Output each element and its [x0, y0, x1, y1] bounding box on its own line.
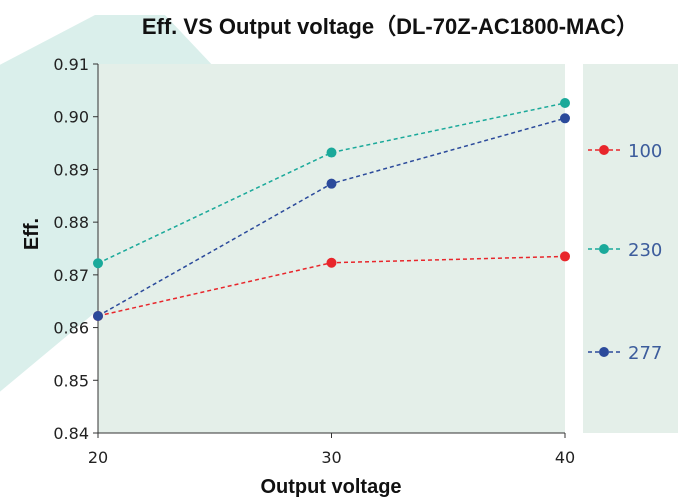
y-tick-label: 0.89	[53, 160, 89, 179]
x-tick-label: 30	[321, 448, 341, 467]
y-tick-label: 0.91	[53, 55, 89, 74]
data-point	[560, 251, 570, 262]
legend-item-100: 100	[588, 141, 662, 162]
x-tick-label: 40	[555, 448, 575, 467]
y-tick-label: 0.90	[53, 108, 89, 127]
chart-title: Eff. VS Output voltage（DL-70Z-AC1800-MAC…	[142, 14, 638, 39]
y-tick-label: 0.87	[53, 266, 89, 285]
series-line-230	[97, 102, 566, 264]
x-tick-label: 20	[88, 448, 108, 467]
legend-swatch-marker	[599, 347, 609, 357]
legend: 100 230 277	[588, 141, 662, 364]
series-277	[93, 113, 570, 321]
y-axis-ticks: 0.84 0.85 0.86 0.87 0.88 0.89 0.90 0.91	[53, 55, 98, 443]
data-point	[560, 98, 570, 109]
data-point	[326, 147, 337, 158]
legend-swatch-marker	[599, 145, 609, 155]
x-axis-ticks: 20 30 40	[88, 433, 575, 467]
y-tick-label: 0.88	[53, 213, 89, 232]
y-tick-label: 0.84	[53, 424, 89, 443]
data-point	[560, 113, 570, 124]
y-tick-label: 0.85	[53, 371, 89, 390]
data-point	[326, 257, 337, 268]
x-axis-title: Output voltage	[260, 476, 401, 498]
y-tick-label: 0.86	[53, 319, 89, 338]
legend-label: 100	[628, 141, 662, 162]
series-230	[93, 98, 570, 269]
legend-swatch-marker	[599, 244, 609, 254]
legend-label: 277	[628, 343, 662, 364]
legend-item-277: 277	[588, 343, 662, 364]
series-layer	[93, 98, 570, 321]
legend-label: 230	[628, 240, 662, 261]
data-point	[93, 258, 103, 269]
data-point	[326, 178, 337, 189]
data-point	[93, 310, 103, 321]
y-axis-title: Eff.	[21, 218, 43, 250]
plot-area	[98, 64, 565, 433]
legend-item-230: 230	[588, 240, 662, 261]
